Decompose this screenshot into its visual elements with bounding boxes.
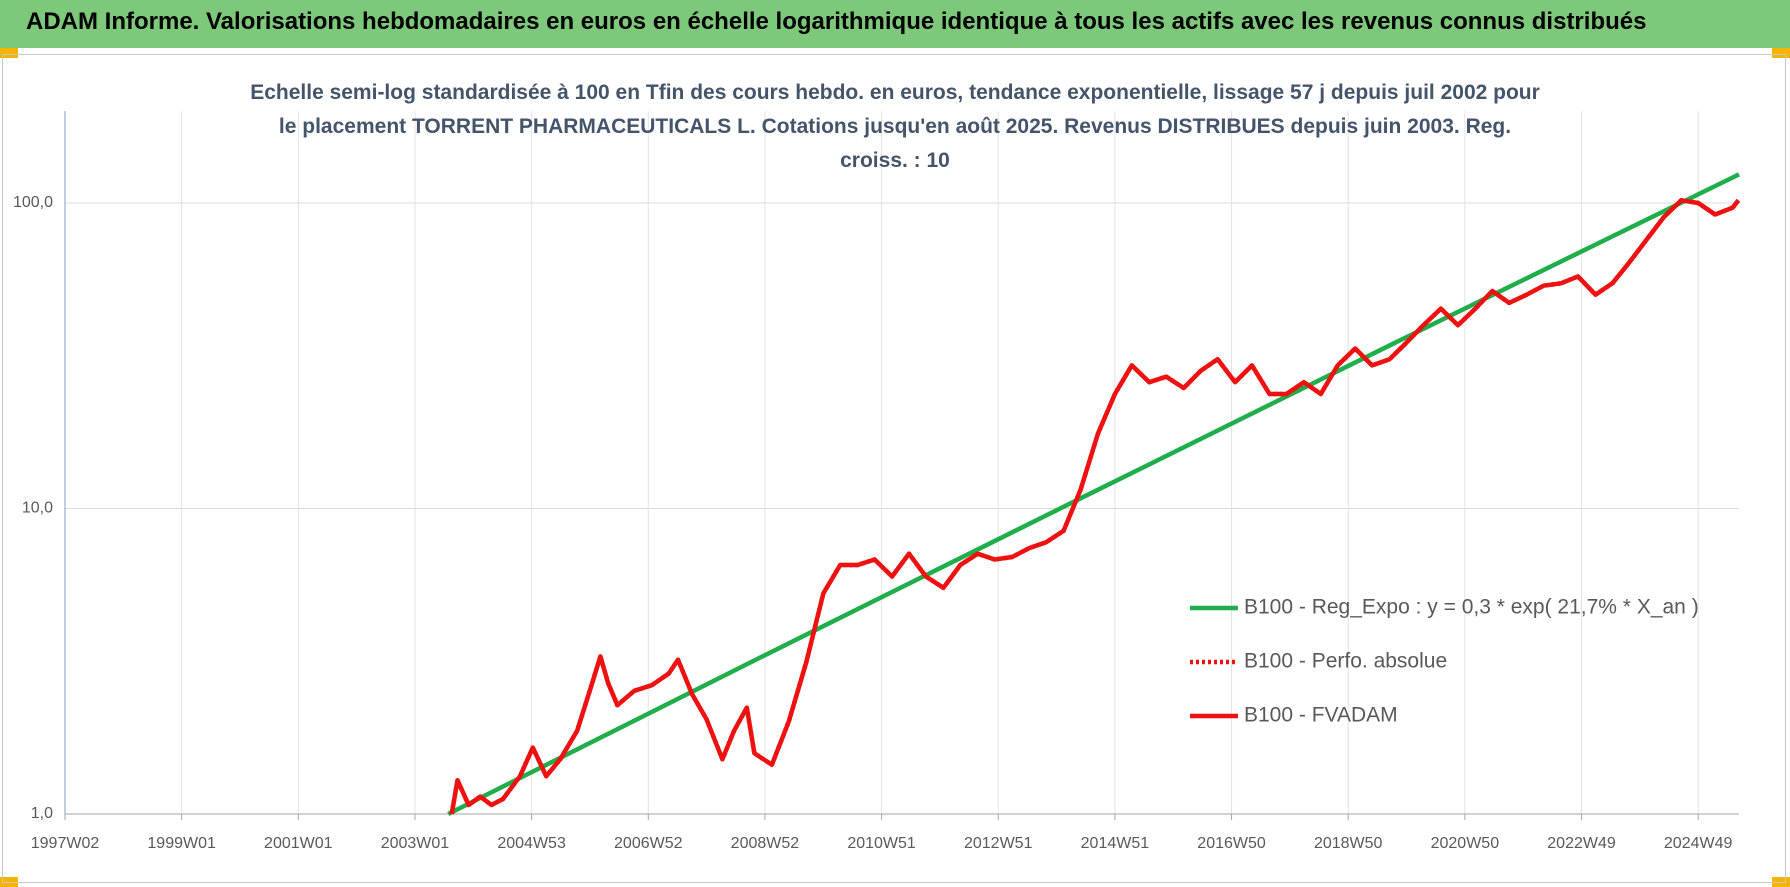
y-tick-label: 10,0: [22, 500, 53, 517]
x-tick-label: 2001W01: [264, 835, 333, 852]
y-tick-label: 100,0: [13, 194, 53, 211]
corner: [0, 48, 18, 58]
x-tick-label: 2014W51: [1081, 835, 1150, 852]
legend-label: B100 - Reg_Expo : y = 0,3 * exp( 21,7% *…: [1244, 596, 1699, 619]
x-tick-label: 2020W50: [1431, 835, 1500, 852]
x-tick-label: 2004W53: [497, 835, 566, 852]
x-tick-label: 2012W51: [964, 835, 1033, 852]
series-line: [449, 198, 1741, 815]
x-tick-label: 2022W49: [1547, 835, 1616, 852]
corner: [1772, 48, 1790, 58]
series-line: [447, 172, 1740, 817]
chart-frame: [2, 54, 1786, 883]
chart-title: Echelle semi-log standardisée à 100 en T…: [250, 81, 1540, 172]
x-tick-label: 2010W51: [847, 835, 916, 852]
y-tick-label: 1,0: [31, 805, 53, 822]
x-tick-label: 2016W50: [1197, 835, 1266, 852]
x-tick-label: 1999W01: [147, 835, 216, 852]
series-line: [449, 198, 1741, 815]
x-tick-label: 2006W52: [614, 835, 683, 852]
legend-label: B100 - FVADAM: [1244, 704, 1398, 727]
header-title: ADAM Informe. Valorisations hebdomadaire…: [0, 0, 1790, 48]
x-tick-label: 2008W52: [731, 835, 800, 852]
x-tick-label: 2003W01: [381, 835, 450, 852]
x-tick-label: 2024W49: [1664, 835, 1733, 852]
x-tick-label: 1997W02: [31, 835, 100, 852]
legend-label: B100 - Perfo. absolue: [1244, 650, 1447, 673]
x-tick-label: 2018W50: [1314, 835, 1383, 852]
